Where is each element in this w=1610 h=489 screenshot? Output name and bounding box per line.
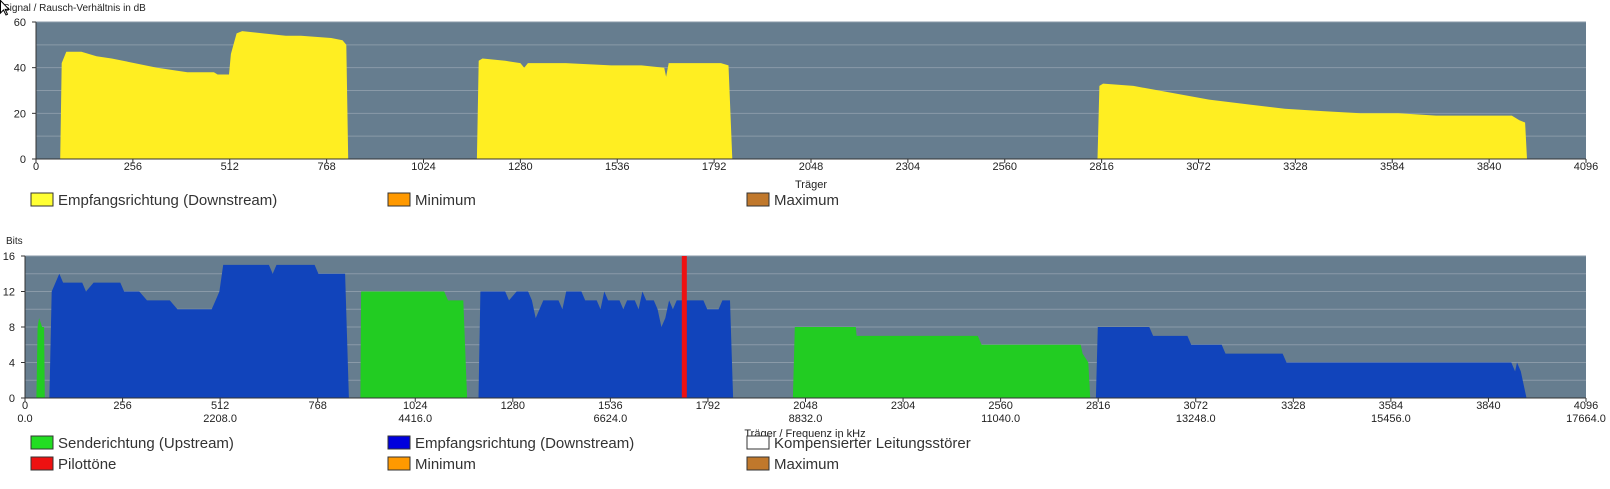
- bits-series: [36, 264, 1527, 398]
- snr-x-tick-label: 2560: [993, 161, 1017, 173]
- bits-y-tick-label: 12: [3, 287, 15, 299]
- snr-x-tick-label: 1024: [411, 161, 435, 173]
- snr-legend-swatch: [30, 192, 54, 207]
- bits-x-tick-label: 3072: [1184, 400, 1208, 412]
- bits-x-khz-label: 13248.0: [1176, 413, 1216, 425]
- snr-x-tick-label: 3328: [1283, 161, 1307, 173]
- bits-x-tick-label: 2560: [988, 400, 1012, 412]
- bits-legend-label: Minimum: [415, 456, 476, 473]
- bits-x-tick-label: 4096: [1574, 400, 1598, 412]
- bits-legend-swatch: [746, 435, 770, 450]
- pilot-tone-marker: [681, 256, 687, 398]
- snr-x-tick-label: 768: [317, 161, 335, 173]
- bits-x-tick-label: 0: [22, 400, 28, 412]
- bits-x-khz-label: 15456.0: [1371, 413, 1411, 425]
- bits-x-khz-label: 4416.0: [398, 413, 432, 425]
- snr-x-tick-label: 0: [33, 161, 39, 173]
- snr-chart-title: Signal / Rausch-Verhältnis in dB: [3, 3, 146, 14]
- snr-y-tick-label: 0: [20, 154, 26, 166]
- bits-x-tick-label: 1024: [403, 400, 427, 412]
- bits-legend-swatch: [30, 456, 54, 471]
- snr-x-tick-label: 512: [221, 161, 239, 173]
- bits-x-tick-label: 1536: [598, 400, 622, 412]
- snr-chart: 0 20 40 60 0 256 512 768 1024 1280 1536 1792 2048 230…: [3, 3, 1598, 209]
- bits-x-tick-label: 1280: [501, 400, 525, 412]
- snr-legend-label: Minimum: [415, 192, 476, 209]
- bits-y-tick-label: 8: [9, 322, 15, 334]
- snr-series-area: [60, 31, 349, 160]
- snr-x-tick-label: 256: [124, 161, 142, 173]
- mouse-cursor-icon: [0, 0, 10, 16]
- bits-chart-title: Bits: [6, 236, 23, 247]
- snr-x-tick-label: 3072: [1186, 161, 1210, 173]
- bits-x-khz-label: 8832.0: [789, 413, 823, 425]
- bits-series-area: [478, 291, 734, 398]
- snr-axes: 0 20 40 60 0 256 512 768 1024 1280 1536 1792 2048 230…: [14, 17, 1598, 173]
- snr-x-tick-label: 2048: [799, 161, 823, 173]
- bits-y-tick-label: 4: [9, 358, 15, 370]
- snr-x-axis-label: Träger: [795, 179, 827, 191]
- snr-legend-swatch: [746, 192, 770, 207]
- snr-y-tick-label: 60: [14, 17, 26, 29]
- bits-legend: Senderichtung (Upstream) Empfangsrichtung…: [30, 435, 971, 473]
- snr-x-tick-label: 3584: [1380, 161, 1404, 173]
- bits-x-tick-label: 3328: [1281, 400, 1305, 412]
- snr-series-area: [476, 58, 733, 159]
- bits-x-khz-label: 0.0: [17, 413, 32, 425]
- bits-pilot-tone: [681, 256, 687, 398]
- bits-series-area: [49, 264, 349, 398]
- snr-legend: Empfangsrichtung (Downstream) Minimum Maxi…: [30, 192, 839, 209]
- snr-legend-swatch: [387, 192, 411, 207]
- bits-x-tick-label: 512: [211, 400, 229, 412]
- bits-series-area: [36, 318, 45, 398]
- bits-series-area: [792, 327, 1091, 398]
- snr-x-tick-label: 4096: [1574, 161, 1598, 173]
- bits-chart: 0 4 8 12 16 0 256 512 768 1024 1280 1536 1792 2048 230…: [3, 236, 1606, 473]
- snr-x-tick-label: 1792: [702, 161, 726, 173]
- bits-x-khz-label: 11040.0: [981, 413, 1020, 425]
- bits-x-axis-label: Träger / Frequenz in kHz: [744, 428, 865, 440]
- bits-legend-swatch: [30, 435, 54, 450]
- bits-x-tick-label: 3840: [1476, 400, 1500, 412]
- bits-legend-label: Senderichtung (Upstream): [58, 435, 234, 452]
- bits-legend-label: Empfangsrichtung (Downstream): [415, 435, 634, 452]
- bits-legend-swatch: [387, 435, 411, 450]
- bits-legend-label: Kompensierter Leitungsstörer: [774, 435, 971, 452]
- snr-legend-label: Empfangsrichtung (Downstream): [58, 192, 277, 209]
- bits-x-khz-label: 17664.0: [1566, 413, 1606, 425]
- bits-x-tick-label: 2304: [891, 400, 915, 412]
- bits-axes: 0 4 8 12 16 0 256 512 768 1024 1280 1536 1792 2048 230…: [3, 251, 1606, 425]
- snr-x-tick-label: 3840: [1477, 161, 1501, 173]
- bits-y-tick-label: 16: [3, 251, 15, 263]
- snr-x-tick-label: 2304: [896, 161, 920, 173]
- bits-legend-swatch: [387, 456, 411, 471]
- bits-x-tick-label: 2048: [793, 400, 817, 412]
- bits-legend-label: Pilottöne: [58, 456, 116, 473]
- bits-x-tick-label: 1792: [696, 400, 720, 412]
- bits-x-tick-label: 3584: [1379, 400, 1403, 412]
- snr-legend-label: Maximum: [774, 192, 839, 209]
- snr-x-tick-label: 2816: [1089, 161, 1113, 173]
- snr-x-tick-label: 1536: [605, 161, 629, 173]
- snr-y-tick-label: 20: [14, 108, 26, 120]
- bits-legend-swatch: [746, 456, 770, 471]
- bits-x-tick-label: 768: [309, 400, 327, 412]
- bits-x-khz-label: 2208.0: [203, 413, 237, 425]
- bits-series-area: [1095, 327, 1527, 398]
- bits-x-tick-label: 2816: [1086, 400, 1110, 412]
- snr-series: [60, 31, 1527, 160]
- bits-x-khz-label: 6624.0: [594, 413, 628, 425]
- bits-legend-label: Maximum: [774, 456, 839, 473]
- bits-series-area: [360, 291, 468, 398]
- bits-y-tick-label: 0: [9, 393, 15, 405]
- snr-y-tick-label: 40: [14, 63, 26, 75]
- snr-x-tick-label: 1280: [508, 161, 532, 173]
- snr-series-area: [1097, 83, 1527, 159]
- bits-x-tick-label: 256: [113, 400, 131, 412]
